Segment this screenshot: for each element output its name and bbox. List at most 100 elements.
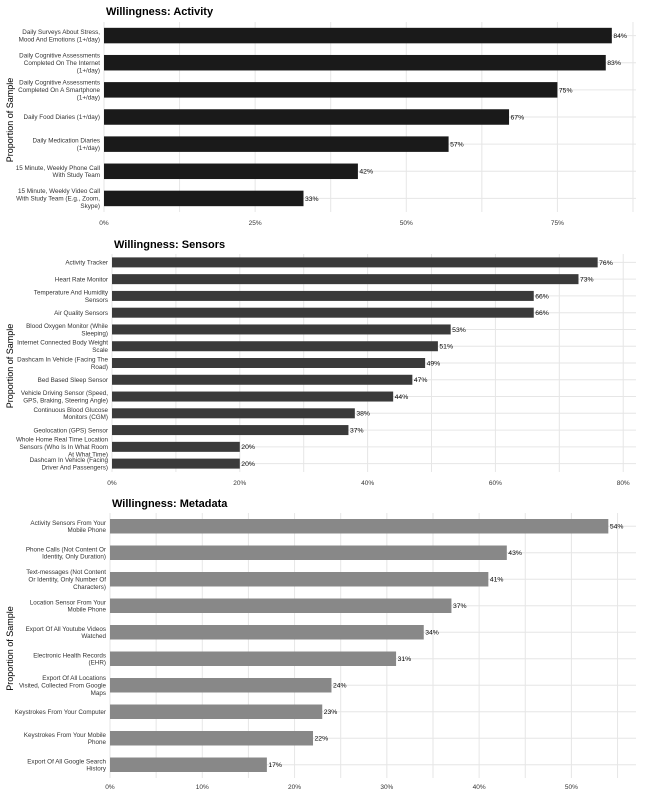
x-tick-label: 10% <box>196 784 209 789</box>
category-label: Export Of All Locations Visited, Collecte… <box>19 675 107 697</box>
bar <box>112 307 534 318</box>
x-tick-label: 25% <box>249 220 262 227</box>
bar-value-label: 20% <box>241 444 255 451</box>
bar-value-label: 37% <box>350 427 364 434</box>
bar-value-label: 76% <box>599 260 613 267</box>
category-label: Geolocation (GPS) Sensor <box>33 427 108 434</box>
bar <box>110 651 397 666</box>
category-label: Daily Cognitive Assessments Completed On … <box>19 53 100 75</box>
category-label: Daily Surveys About Stress, Mood And Emot… <box>19 29 101 43</box>
category-label: Blood Oxygen Monitor (While Sleeping) <box>26 323 108 337</box>
bar-value-label: 66% <box>535 310 549 317</box>
category-label: 15 Minute, Weekly Phone Call With Study T… <box>16 165 100 179</box>
category-label: 15 Minute, Weekly Video Call With Study T… <box>16 188 100 210</box>
bar-value-label: 44% <box>395 394 409 401</box>
bar <box>104 82 558 98</box>
bar <box>110 757 267 772</box>
bar-value-label: 66% <box>535 293 549 300</box>
category-label: Internet Connected Body Weight Scale <box>17 340 108 354</box>
bar-value-label: 75% <box>559 87 573 94</box>
bar-value-label: 67% <box>511 114 525 121</box>
bar <box>112 358 426 368</box>
bar <box>110 598 452 613</box>
bar <box>112 458 240 469</box>
bar-value-label: 20% <box>241 461 255 468</box>
y-axis-label: Proportion of Sample <box>5 606 15 691</box>
bar <box>112 441 240 452</box>
category-label: Export Of All Google Search History <box>27 758 107 772</box>
bar <box>110 519 609 534</box>
bar-value-label: 83% <box>607 60 621 67</box>
category-label: Whole Home Real Time Location Sensors (Wh… <box>16 437 109 459</box>
x-tick-label: 40% <box>361 480 374 487</box>
bar-value-label: 49% <box>427 360 441 367</box>
bar <box>110 678 332 693</box>
category-label: Bed Based Sleep Sensor <box>38 377 108 384</box>
panel-title: Willingness: Sensors <box>114 239 225 251</box>
category-label: Air Quality Sensors <box>54 310 108 317</box>
x-tick-label: 0% <box>99 220 109 227</box>
bar-value-label: 53% <box>452 327 466 334</box>
bar <box>104 54 606 71</box>
category-label: Daily Medication Diaries (1+/day) <box>32 138 100 152</box>
bar-value-label: 47% <box>414 377 428 384</box>
category-label: Temperature And Humidity Sensors <box>34 289 109 303</box>
x-tick-label: 80% <box>617 480 630 487</box>
bar-value-label: 51% <box>439 344 453 351</box>
bar <box>110 704 323 719</box>
bar <box>112 374 413 385</box>
bar <box>112 391 394 402</box>
x-tick-label: 0% <box>107 480 117 487</box>
bar-value-label: 34% <box>425 630 439 637</box>
x-tick-label: 20% <box>288 784 301 789</box>
x-tick-label: 20% <box>233 480 246 487</box>
bar <box>104 190 304 207</box>
panel-title: Willingness: Activity <box>106 6 214 18</box>
bar <box>112 274 579 285</box>
bar-value-label: 31% <box>398 656 412 663</box>
bar-value-label: 43% <box>508 550 522 557</box>
bar <box>104 136 449 152</box>
category-label: Activity Sensors From Your Mobile Phone <box>30 520 106 534</box>
bar-value-label: 38% <box>356 411 370 418</box>
bar <box>112 257 598 268</box>
category-label: Location Sensor From Your Mobile Phone <box>30 599 107 613</box>
bar <box>104 27 612 44</box>
x-tick-label: 0% <box>105 784 115 789</box>
category-label: Activity Tracker <box>65 260 108 267</box>
category-label: Dashcam In Vehicle (Facing The Road) <box>17 357 108 371</box>
bar-value-label: 33% <box>305 196 319 203</box>
bar <box>112 290 534 301</box>
category-label: Keystrokes From Your Computer <box>15 709 106 716</box>
bar-value-label: 73% <box>580 277 594 284</box>
bar-value-label: 41% <box>490 577 504 584</box>
category-label: Export Of All Youtube Videos Watched <box>26 626 107 640</box>
x-tick-label: 50% <box>400 220 413 227</box>
bar-value-label: 23% <box>324 709 338 716</box>
category-label: Continuous Blood Glucose Monitors (CGM) <box>33 407 108 421</box>
bar-value-label: 84% <box>613 33 627 40</box>
category-label: Phone Calls (Not Content Or Identity, Onl… <box>26 546 106 560</box>
bar <box>104 109 510 125</box>
bar-value-label: 17% <box>268 762 282 769</box>
bar <box>110 625 424 640</box>
category-label: Keystrokes From Your Mobile Phone <box>24 732 107 746</box>
x-tick-label: 60% <box>489 480 502 487</box>
x-tick-label: 40% <box>473 784 486 789</box>
bar-value-label: 57% <box>450 142 464 149</box>
panel-title: Willingness: Metadata <box>112 498 228 510</box>
bar-value-label: 54% <box>610 524 624 531</box>
bar-value-label: 22% <box>315 736 329 743</box>
category-label: Text-messages (Not Content Or Identity, O… <box>26 569 106 591</box>
bar <box>110 572 489 587</box>
bar <box>110 545 507 560</box>
category-label: Daily Cognitive Assessments Completed On … <box>18 80 100 102</box>
bar <box>112 408 355 419</box>
category-label: Dashcam In Vehicle (Facing Driver And Pas… <box>30 457 109 471</box>
bar-value-label: 37% <box>453 603 467 610</box>
x-tick-label: 30% <box>380 784 393 789</box>
bar-value-label: 24% <box>333 683 347 690</box>
x-tick-label: 50% <box>565 784 578 789</box>
bar-value-label: 42% <box>359 169 373 176</box>
